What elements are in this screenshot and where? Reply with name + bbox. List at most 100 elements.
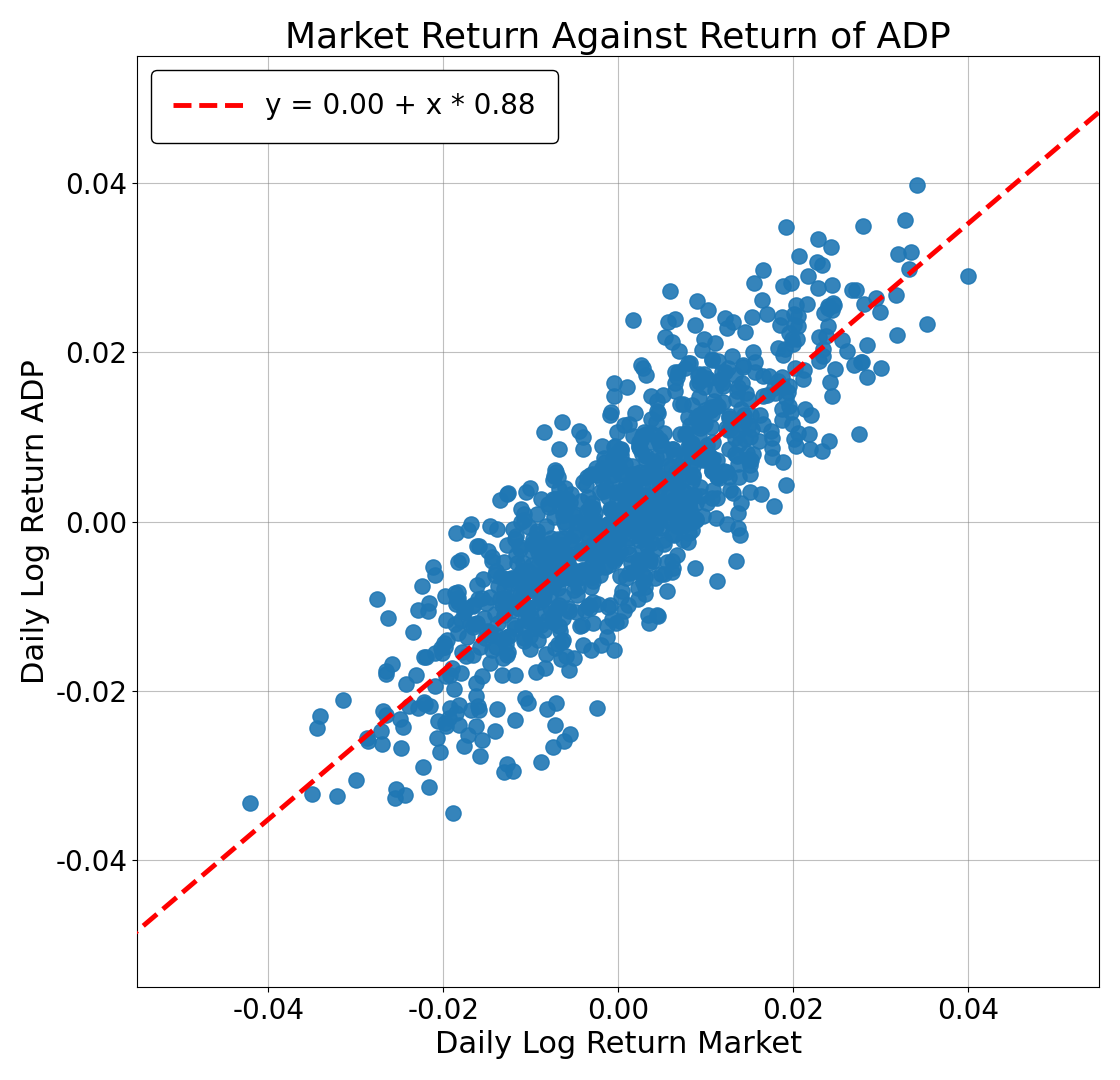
Point: [487, 563, 505, 580]
Point: [519, 612, 536, 630]
Point: [745, 446, 763, 463]
Point: [823, 294, 841, 311]
Point: [520, 518, 538, 536]
Point: [521, 480, 539, 497]
Point: [597, 516, 615, 534]
Point: [665, 446, 683, 463]
Point: [603, 611, 620, 629]
Point: [750, 406, 768, 423]
Point: [556, 502, 573, 519]
Title: Market Return Against Return of ADP: Market Return Against Return of ADP: [286, 21, 951, 55]
Point: [648, 607, 666, 624]
Point: [685, 559, 703, 577]
Point: [670, 363, 688, 380]
Point: [650, 499, 668, 516]
Point: [713, 363, 731, 380]
Point: [768, 339, 786, 356]
Point: [606, 502, 624, 519]
Point: [704, 434, 722, 451]
Point: [633, 565, 651, 582]
Point: [373, 735, 391, 753]
Point: [556, 557, 573, 575]
Point: [396, 675, 414, 692]
Point: [437, 667, 455, 685]
Point: [504, 762, 522, 780]
Point: [498, 646, 516, 663]
Point: [617, 482, 635, 499]
Point: [679, 438, 697, 456]
Point: [640, 496, 657, 513]
Point: [760, 367, 778, 384]
Point: [682, 522, 700, 539]
Point: [575, 544, 592, 562]
Point: [603, 475, 620, 492]
Point: [512, 500, 530, 517]
Point: [377, 706, 395, 724]
Point: [720, 407, 738, 424]
Point: [720, 409, 738, 427]
Point: [648, 392, 666, 409]
Point: [308, 719, 326, 737]
Point: [357, 729, 375, 746]
Point: [800, 424, 818, 442]
Point: [582, 564, 600, 581]
Point: [690, 417, 708, 434]
Point: [785, 306, 803, 323]
Point: [545, 509, 563, 526]
Point: [441, 666, 459, 684]
Point: [535, 660, 553, 677]
Point: [566, 568, 584, 585]
Point: [644, 462, 662, 480]
Point: [616, 456, 634, 473]
Point: [586, 510, 604, 527]
Point: [463, 515, 480, 532]
Point: [464, 597, 482, 615]
Point: [377, 662, 395, 679]
Point: [591, 484, 609, 501]
Point: [721, 419, 739, 436]
Point: [535, 586, 553, 604]
Point: [559, 546, 577, 564]
Point: [769, 372, 787, 389]
Point: [446, 616, 464, 633]
Point: [521, 607, 539, 624]
Point: [687, 494, 704, 511]
Point: [435, 634, 452, 651]
Point: [1047, 37, 1065, 54]
Point: [704, 450, 722, 468]
Point: [637, 451, 655, 469]
Point: [810, 328, 828, 346]
Point: [545, 557, 563, 575]
Point: [696, 416, 713, 433]
Point: [702, 401, 720, 418]
Point: [427, 677, 445, 694]
Point: [794, 370, 812, 388]
Point: [698, 442, 716, 459]
Point: [699, 495, 717, 512]
Point: [637, 426, 655, 443]
Point: [664, 491, 682, 509]
Point: [843, 282, 861, 299]
Point: [466, 616, 484, 633]
Point: [888, 326, 906, 343]
Point: [774, 378, 792, 395]
Point: [820, 432, 838, 449]
Point: [562, 531, 580, 549]
Point: [475, 609, 493, 626]
Point: [813, 340, 831, 357]
Point: [735, 406, 753, 423]
Point: [464, 619, 482, 636]
Point: [687, 510, 704, 527]
Point: [694, 451, 712, 469]
Point: [534, 543, 552, 561]
Point: [640, 554, 657, 571]
Point: [693, 341, 711, 359]
Point: [505, 588, 523, 605]
Point: [613, 509, 631, 526]
Point: [420, 594, 438, 611]
Point: [631, 528, 648, 545]
Point: [809, 280, 827, 297]
Point: [752, 485, 769, 502]
Point: [530, 567, 548, 584]
Point: [592, 437, 610, 455]
